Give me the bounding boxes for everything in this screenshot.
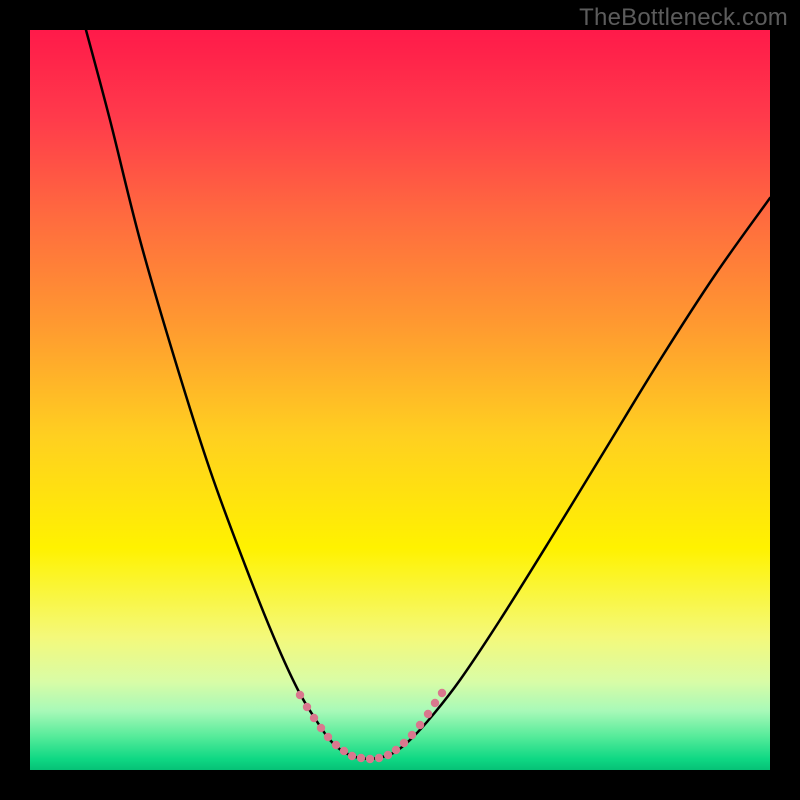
highlight-dot (296, 691, 304, 699)
highlight-dot (324, 733, 332, 741)
plot-area (30, 30, 770, 770)
highlight-dot (375, 754, 383, 762)
highlight-dot (357, 754, 365, 762)
highlight-dot (408, 731, 416, 739)
highlight-dot (416, 721, 424, 729)
highlight-dot (392, 746, 400, 754)
highlight-dot (366, 755, 374, 763)
chart-svg (0, 0, 800, 800)
highlight-dot (317, 724, 325, 732)
highlight-dot (340, 747, 348, 755)
highlight-dot (424, 710, 432, 718)
highlight-dot (303, 703, 311, 711)
highlight-dot (384, 751, 392, 759)
highlight-dot (431, 699, 439, 707)
highlight-dot (400, 739, 408, 747)
highlight-dot (310, 714, 318, 722)
highlight-dot (348, 752, 356, 760)
highlight-dot (332, 741, 340, 749)
chart-stage: TheBottleneck.com (0, 0, 800, 800)
highlight-dot (438, 689, 446, 697)
watermark-text: TheBottleneck.com (579, 4, 788, 32)
